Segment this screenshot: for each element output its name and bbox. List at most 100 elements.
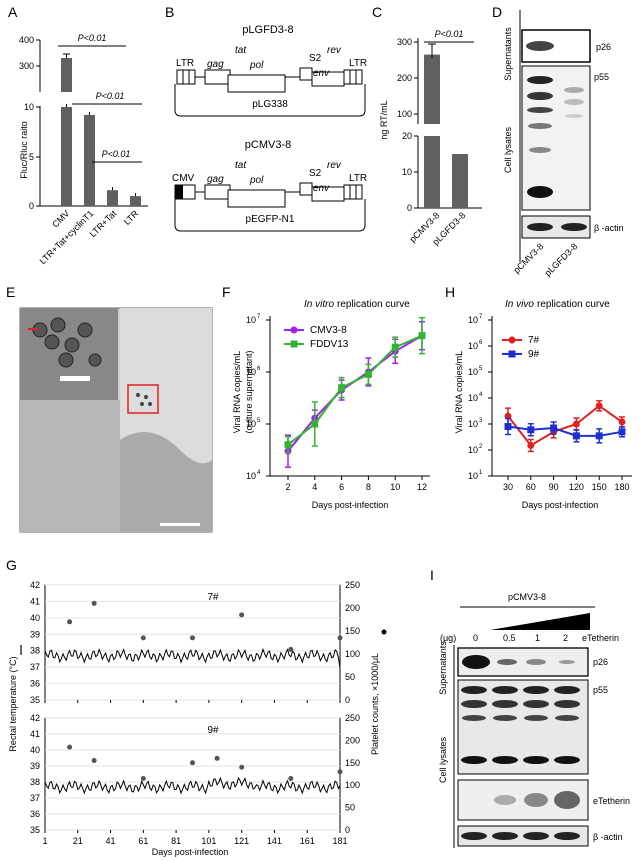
panel-g-platelet-point	[140, 635, 146, 641]
panel-h-legend-marker	[508, 336, 516, 344]
panel-i-p55: p55	[593, 685, 608, 695]
panel-h-point	[527, 426, 535, 434]
panel-b-ltr-left: LTR	[176, 58, 194, 69]
panel-g-platelet-point	[190, 760, 195, 766]
panel-g-platelet-point	[239, 612, 245, 618]
panel-g-platelet-point	[214, 755, 220, 761]
panel-g-ytick-right: 200	[345, 735, 360, 745]
panel-g-xtick: 1	[42, 836, 47, 846]
panel-d-lysates: Cell lysates	[503, 126, 513, 173]
panel-f-title: replication curve	[337, 299, 410, 310]
panel-c-chart: ng RT/mL 300 200 100 20 10 0 P<0.01 pCMV…	[379, 29, 482, 247]
panel-h-legend-label: 7#	[528, 335, 540, 346]
panel-h-point	[595, 432, 603, 440]
panel-g-platelet-point	[91, 758, 97, 764]
panel-h-legend-marker	[508, 350, 516, 358]
panel-g-ytick-right: 150	[345, 758, 360, 768]
panel-c-ytick: 200	[397, 73, 412, 83]
panel-f-ytick-exp: 4	[257, 470, 261, 476]
panel-a-pvalue: P<0.01	[78, 33, 107, 43]
panel-b-pol: pol	[249, 60, 264, 71]
panel-f-xtick: 8	[366, 482, 371, 492]
panel-a-bar	[130, 196, 141, 206]
panel-c-ytick: 10	[402, 167, 412, 177]
panel-h-ytick-exp: 3	[479, 418, 483, 424]
panel-h-ytick: 10	[468, 445, 478, 455]
panel-g-ytick-left: 42	[30, 713, 40, 723]
panel-b-rev2: rev	[327, 160, 342, 171]
panel-g-platelet-point	[239, 764, 245, 770]
panel-f-xtick: 10	[390, 482, 400, 492]
panel-h-point	[595, 402, 603, 410]
panel-letter-i: I	[430, 567, 434, 583]
panel-letter-b: B	[165, 4, 174, 20]
panel-h-xlabel: Days post-infection	[522, 500, 599, 510]
panel-g-platelet-point	[67, 744, 73, 750]
panel-g-ytick-left: 36	[30, 809, 40, 819]
panel-h-ytick-exp: 2	[479, 444, 483, 450]
panel-g-temperature-line	[44, 647, 341, 668]
panel-h-ytick: 10	[468, 341, 478, 351]
panel-g-platelet-point	[288, 775, 294, 781]
panel-g-ytick-left: 39	[30, 629, 40, 639]
panel-h-xtick: 180	[614, 482, 629, 492]
panel-b-ltr-right2: LTR	[349, 173, 367, 184]
panel-f-point	[364, 370, 372, 378]
panel-a-pvalue: P<0.01	[96, 91, 125, 101]
panel-g-xtick: 41	[106, 836, 116, 846]
panel-letter-f: F	[222, 284, 231, 300]
panel-c-bar-lower	[424, 136, 440, 208]
panel-d-blot: Supernatants Cell lysates p26 p55 β -act…	[503, 10, 624, 278]
panel-f-ytick: 10	[246, 471, 256, 481]
panel-h-xtick: 90	[549, 482, 559, 492]
panel-c-ytick: 100	[397, 109, 412, 119]
panel-b-ltr-right: LTR	[349, 58, 367, 69]
panel-h-xtick: 120	[569, 482, 584, 492]
panel-f-xtick: 6	[339, 482, 344, 492]
panel-c-pvalue: P<0.01	[435, 29, 464, 39]
panel-h-xtick: 150	[592, 482, 607, 492]
panel-f-legend-label: FDDV13	[310, 339, 349, 350]
panel-b-env: env	[313, 68, 330, 79]
panel-a-bar-top	[61, 58, 72, 92]
panel-b-bottom-construct: pCMV3-8	[245, 139, 291, 151]
panel-g-platelet-point	[140, 775, 146, 781]
panel-a-ytick: 5	[29, 152, 34, 162]
panel-h-ytick-exp: 5	[479, 366, 483, 372]
panel-c-ytick: 20	[402, 131, 412, 141]
panel-i-ug: (μg)	[440, 633, 456, 643]
panel-g-ytick-right: 250	[345, 713, 360, 723]
panel-g-ytick-right: 50	[345, 672, 355, 682]
panel-b-tat2: tat	[235, 160, 247, 171]
panel-i-actin: β -actin	[593, 832, 623, 842]
panel-f-series-line	[287, 334, 423, 446]
panel-h-ytick-exp: 1	[479, 470, 483, 476]
panel-e-micrograph	[19, 307, 213, 533]
panel-h-point	[572, 420, 580, 428]
panel-a-ylabel: Fluc/Rluc raito	[19, 121, 29, 179]
panel-f-legend-marker	[290, 340, 298, 348]
panel-g-xtick: 21	[73, 836, 83, 846]
panel-f-xlabel: Days post-infection	[312, 500, 389, 510]
panel-b-diagram: pLGFD3-8 tat S2 rev LTR LTR gag pol env …	[172, 24, 367, 232]
panel-g-xtick: 81	[171, 836, 181, 846]
panel-c-ylabel: ng RT/mL	[379, 100, 389, 139]
panel-g-ytick-right: 0	[345, 695, 350, 705]
panel-g-ytick-left: 35	[30, 695, 40, 705]
panel-a-bar	[84, 114, 95, 206]
panel-g-ytick-left: 41	[30, 729, 40, 739]
panel-d-actin: β -actin	[594, 223, 624, 233]
panel-c-ytick: 300	[397, 37, 412, 47]
panel-g-xtick: 141	[267, 836, 282, 846]
panel-c-bar	[452, 154, 468, 208]
panel-i-blot: pCMV3-8 (μg) 0 0.5 1 2 eTetherin Superna…	[438, 592, 630, 848]
panel-b-cmv: CMV	[172, 173, 195, 184]
panel-d-lane: pLGFD3-8	[543, 241, 580, 278]
panel-h-ytick-exp: 7	[479, 314, 483, 320]
panel-f-legend-label: CMV3-8	[310, 325, 347, 336]
panel-h-point	[618, 418, 626, 426]
panel-i-etetherin-top: eTetherin	[582, 633, 619, 643]
panel-a-xtick: CMV	[50, 208, 71, 229]
panel-h-title-italic: In vivo	[505, 299, 534, 310]
panel-h-ytick: 10	[468, 419, 478, 429]
